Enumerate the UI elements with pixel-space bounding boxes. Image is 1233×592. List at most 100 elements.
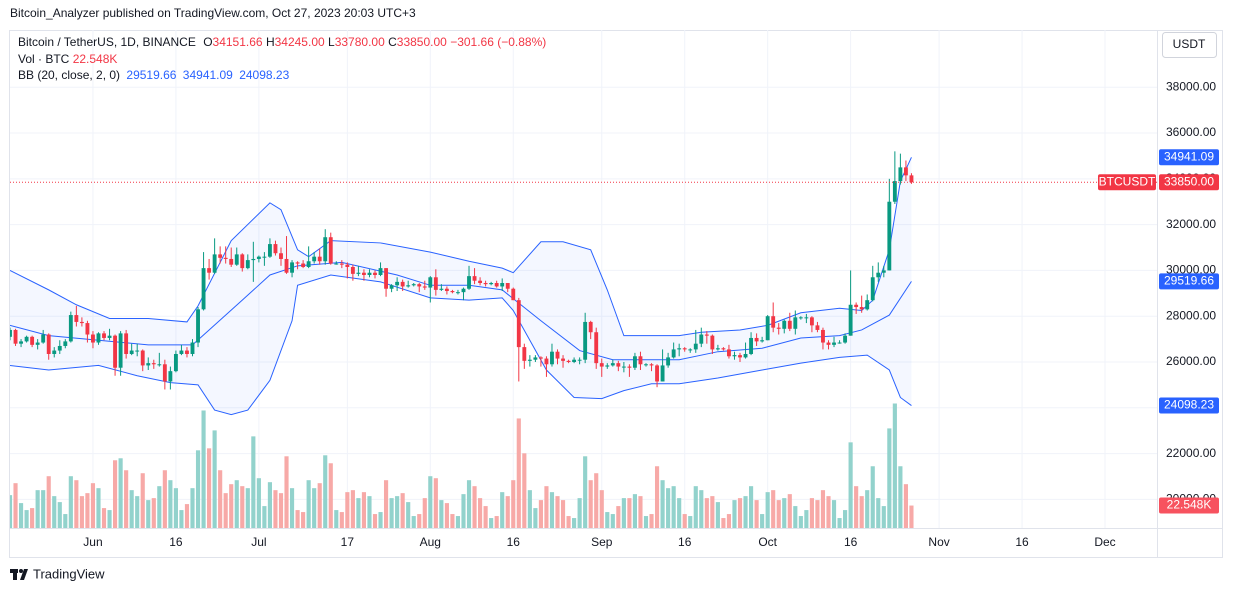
candle-body [798, 317, 803, 319]
volume-value: 22.548K [72, 51, 118, 66]
candle-body [550, 351, 554, 365]
currency-label[interactable]: USDT [1173, 37, 1206, 51]
candle-body [63, 341, 68, 346]
volume-bar [367, 496, 372, 528]
volume-bar [190, 488, 195, 528]
candle-body [312, 256, 317, 262]
volume-bar [284, 456, 289, 528]
candle-body [887, 201, 892, 271]
candle-body [577, 359, 582, 361]
candle-body [140, 350, 145, 366]
volume-bar [444, 503, 449, 528]
candle-body [218, 254, 223, 258]
candle-body [245, 260, 250, 269]
candle-body [693, 343, 698, 350]
volume-bar [771, 490, 776, 528]
volume-bar [782, 498, 787, 528]
volume-bar [179, 510, 184, 528]
volume-bar [798, 516, 803, 528]
candle-body [483, 283, 488, 285]
volume-bar [184, 504, 190, 528]
bb-upper-value: 34941.09 [182, 68, 233, 82]
candle-body [185, 350, 189, 354]
volume-bar [671, 486, 676, 528]
y-tick-label: 30000.00 [1166, 263, 1216, 277]
candle-body [749, 337, 754, 354]
candle-body [229, 258, 234, 265]
volume-bar [229, 484, 234, 528]
volume-bar [273, 490, 278, 528]
volume-bar [428, 476, 433, 528]
volume-bar [466, 480, 472, 528]
candle-body [207, 268, 212, 273]
candle-body [284, 258, 289, 273]
volume-bar [85, 493, 90, 528]
candle-body [599, 363, 604, 367]
volume-bar [809, 498, 814, 528]
candle-body [395, 281, 400, 286]
ohlc-value: 33780.00 [334, 35, 385, 49]
candle-body [704, 334, 709, 336]
candle-body [91, 334, 95, 343]
candle-body [854, 304, 859, 308]
volume-bar [383, 480, 389, 528]
candle-body [527, 359, 532, 361]
candle-body [129, 350, 134, 354]
last-price-tag: 33850.00 [1164, 174, 1214, 188]
volume-bar [63, 514, 68, 528]
currency-button[interactable] [1162, 32, 1217, 58]
candle-body [710, 335, 715, 350]
volume-bar [892, 403, 897, 528]
candle-body [41, 334, 46, 343]
volume-bar [245, 488, 250, 528]
candle-body [533, 357, 538, 360]
candle-body [616, 363, 621, 367]
volume-bar [621, 498, 626, 528]
brand-name: TradingView [33, 566, 105, 581]
volume-bar [881, 506, 886, 528]
candle-body [417, 284, 422, 287]
volume-bar [831, 500, 837, 528]
volume-bar [251, 436, 256, 528]
volume-bar [743, 496, 748, 528]
candle-body [760, 340, 765, 342]
candle-body [223, 257, 228, 259]
volume-bar [865, 490, 870, 528]
volume-bar [549, 492, 555, 528]
volume-bar [312, 488, 317, 528]
candle-body [262, 256, 267, 258]
candle-body [356, 272, 361, 274]
bb-lower-line [10, 274, 912, 416]
candle-body [389, 285, 394, 289]
candle-body [267, 244, 272, 257]
volume-bar [74, 480, 79, 528]
candle-body [256, 256, 261, 259]
candle-body [638, 356, 643, 365]
candle-body [373, 272, 377, 275]
legend-symbol-row: Bitcoin / TetherUS, 1D, BINANCE O34151.6… [18, 34, 546, 51]
last-price-tag-bg [1159, 174, 1219, 191]
symbol-tag: BTCUSDT [1099, 174, 1156, 188]
candle-body [450, 291, 455, 293]
volume-bar [240, 486, 245, 528]
volume-bar [793, 506, 798, 528]
x-tick-label: Oct [758, 535, 777, 549]
candle-body [472, 276, 477, 281]
ohlc-value: 34245.00 [274, 35, 325, 49]
volume-bar [765, 492, 770, 528]
candle-body [876, 272, 881, 278]
volume-bar [218, 470, 223, 528]
ohlc-prefix: O [203, 35, 213, 49]
candle-body [505, 283, 510, 289]
x-tick-label: Jul [251, 535, 266, 549]
volume-bar [13, 483, 18, 528]
volume-tag: 22.548K [1167, 498, 1212, 512]
volume-bar [356, 498, 361, 528]
volume-bar [887, 428, 892, 528]
volume-bar [638, 496, 643, 528]
x-tick-label: 17 [341, 535, 355, 549]
candle-body [113, 335, 118, 368]
candle-body [162, 364, 167, 382]
volume-bar [876, 498, 881, 528]
candle-body [870, 277, 875, 301]
